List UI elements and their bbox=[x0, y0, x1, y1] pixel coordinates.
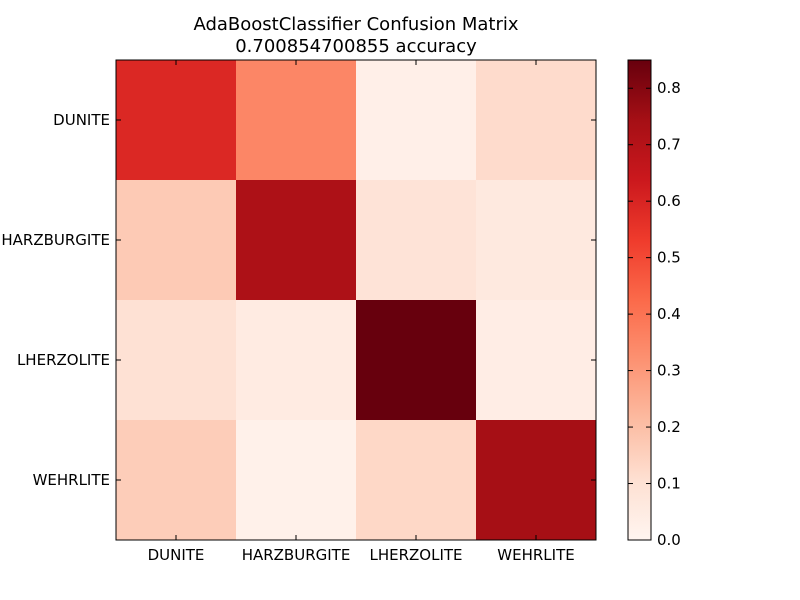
colorbar-tick-label: 0.7 bbox=[657, 136, 681, 154]
chart-subtitle: 0.700854700855 accuracy bbox=[235, 36, 477, 57]
heatmap-cells bbox=[116, 60, 596, 540]
heatmap-cell bbox=[116, 180, 236, 300]
y-tick-label: DUNITE bbox=[53, 111, 110, 129]
colorbar-tick-label: 0.0 bbox=[657, 531, 681, 549]
colorbar: 0.0 0.1 0.2 0.3 0.4 0.5 0.6 0.7 0.8 bbox=[627, 59, 681, 549]
heatmap-cell bbox=[236, 420, 356, 540]
heatmap-cell bbox=[116, 420, 236, 540]
heatmap-cell bbox=[236, 60, 356, 180]
x-axis: DUNITE HARZBURGITE LHERZOLITE WEHRLITE bbox=[148, 60, 575, 564]
x-tick-label: LHERZOLITE bbox=[369, 546, 462, 564]
heatmap-cell bbox=[476, 420, 596, 540]
plot-frame bbox=[115, 59, 597, 541]
y-tick-label: WEHRLITE bbox=[33, 471, 110, 489]
colorbar-tick-label: 0.3 bbox=[657, 362, 681, 380]
colorbar-tick-label: 0.4 bbox=[657, 305, 681, 323]
heatmap-cell bbox=[236, 300, 356, 420]
colorbar-tick-label: 0.1 bbox=[657, 475, 681, 493]
heatmap-cell bbox=[116, 300, 236, 420]
heatmap-cell bbox=[356, 60, 476, 180]
colorbar-tick-label: 0.8 bbox=[657, 79, 681, 97]
heatmap-cell bbox=[356, 180, 476, 300]
colorbar-tick-label: 0.5 bbox=[657, 249, 681, 267]
heatmap-cell bbox=[356, 420, 476, 540]
colorbar-gradient bbox=[627, 59, 652, 541]
y-tick-label: LHERZOLITE bbox=[17, 351, 110, 369]
y-axis: DUNITE HARZBURGITE LHERZOLITE WEHRLITE bbox=[1, 111, 596, 489]
x-tick-label: DUNITE bbox=[148, 546, 205, 564]
heatmap-cell bbox=[356, 300, 476, 420]
heatmap-cell bbox=[476, 60, 596, 180]
colorbar-ticks: 0.0 0.1 0.2 0.3 0.4 0.5 0.6 0.7 0.8 bbox=[628, 79, 681, 549]
x-tick-label: WEHRLITE bbox=[497, 546, 574, 564]
heatmap-cell bbox=[476, 180, 596, 300]
colorbar-tick-label: 0.6 bbox=[657, 192, 681, 210]
x-tick-label: HARZBURGITE bbox=[242, 546, 351, 564]
heatmap-cell bbox=[476, 300, 596, 420]
y-tick-label: HARZBURGITE bbox=[1, 231, 110, 249]
heatmap-cell bbox=[116, 60, 236, 180]
colorbar-tick-label: 0.2 bbox=[657, 418, 681, 436]
heatmap-cell bbox=[236, 180, 356, 300]
chart-title: AdaBoostClassifier Confusion Matrix bbox=[193, 14, 518, 35]
